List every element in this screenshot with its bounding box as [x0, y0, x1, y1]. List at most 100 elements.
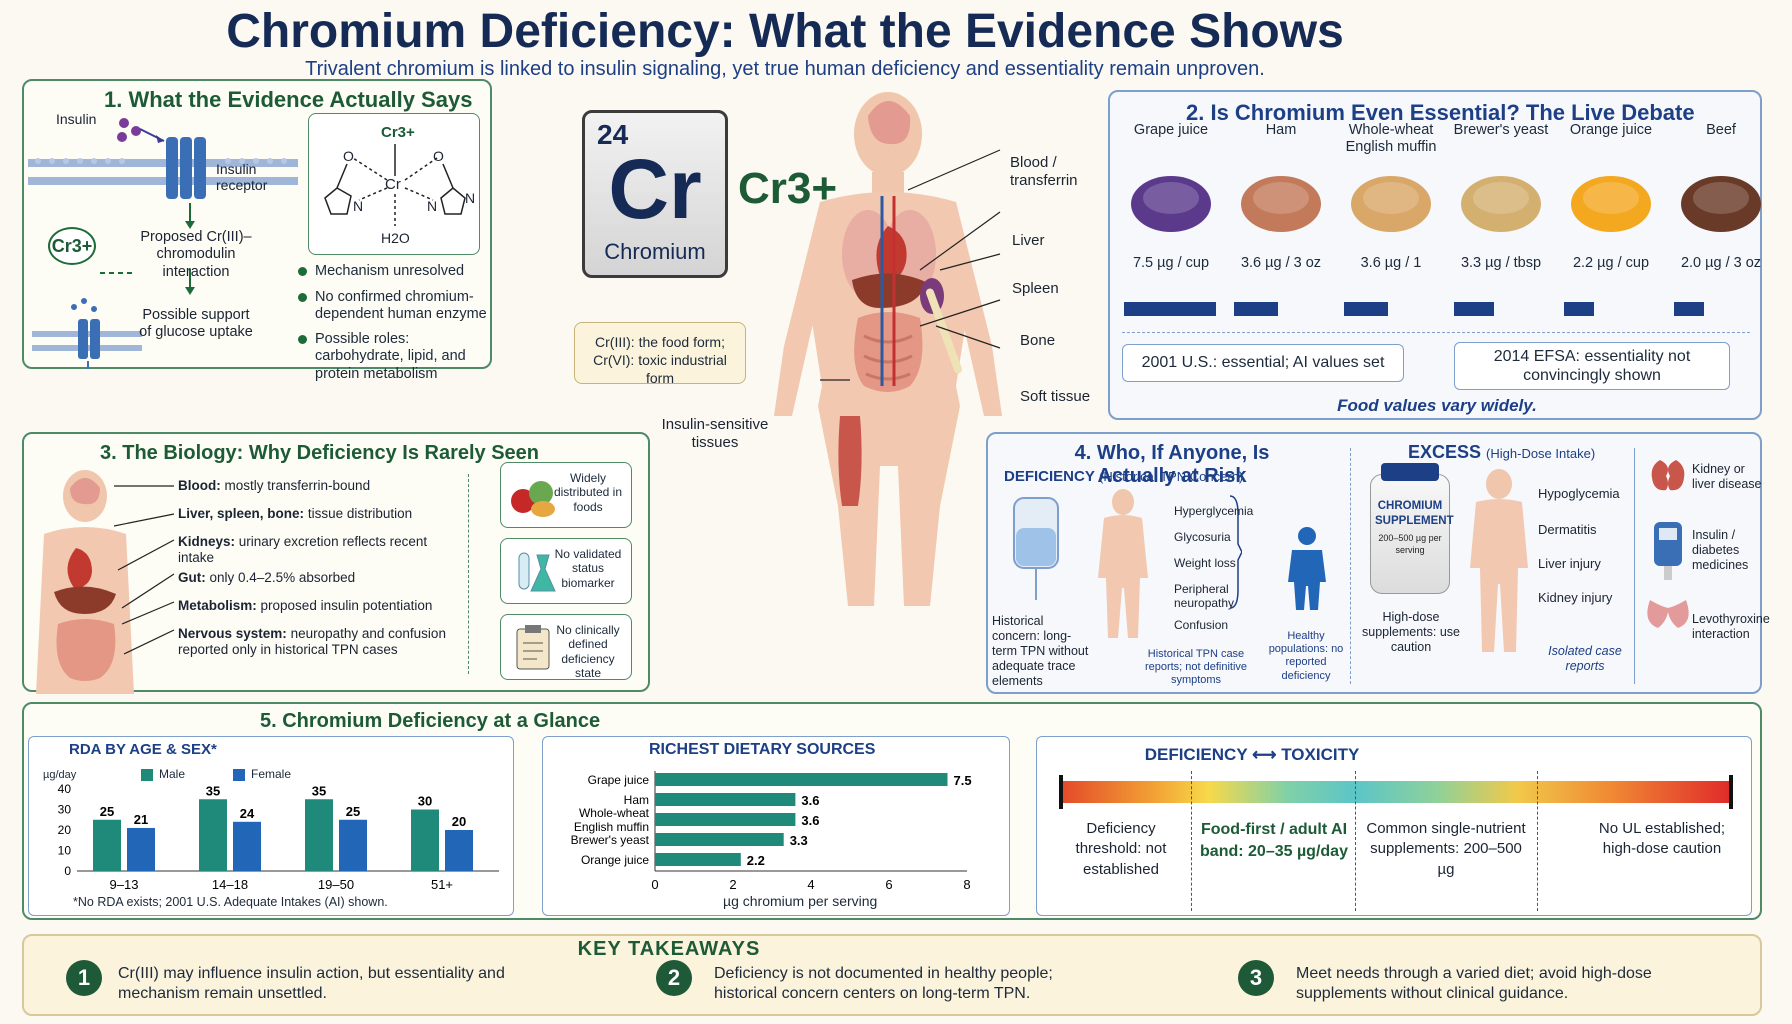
rda-value-label: 21 [134, 812, 148, 827]
glucose-meter-icon [1654, 522, 1682, 580]
element-forms: Cr(III): the food form; Cr(VI): toxic in… [574, 322, 746, 386]
biology-item-head: Metabolism: [178, 598, 257, 613]
page-subtitle: Trivalent chromium is linked to insulin … [305, 58, 1265, 80]
rda-value-label: 20 [452, 814, 466, 829]
food-name: Whole-wheat English muffin [1345, 122, 1437, 156]
risk-divider [1350, 448, 1351, 684]
bottle-line2: SUPPLEMENT [1375, 514, 1454, 527]
body-label-insulin-sensitive: Insulin-sensitive tissues [661, 416, 769, 451]
deficiency-heading-text: DEFICIENCY [1004, 468, 1095, 485]
complex-n2-label: N [427, 198, 438, 214]
risk-diabetes: Insulin / diabetes medicines [1692, 528, 1749, 572]
excess-symptom: Dermatitis [1538, 522, 1597, 537]
food-icon [1461, 176, 1541, 232]
kidney-icon [1651, 460, 1685, 491]
sources-category-label: English muffin [574, 820, 649, 834]
rda-bar-male [93, 819, 121, 871]
panel-biology-title: 3. The Biology: Why Deficiency Is Rarely… [100, 442, 540, 464]
excess-body-illustration [1470, 469, 1528, 652]
deficiency-heading: DEFICIENCY (Historical TPN Concern) [1004, 468, 1243, 485]
complex-water-label: H2O [381, 230, 410, 246]
takeaways-title: KEY TAKEAWAYS [577, 938, 761, 960]
sources-x-tick: 2 [729, 877, 736, 892]
healthy-person-icon [1288, 527, 1326, 610]
complex-n1-label: N [353, 198, 364, 214]
cr3-badge: Cr3+ [48, 227, 96, 265]
body-illustration [774, 92, 1002, 606]
biology-item-text: tissue distribution [307, 506, 413, 521]
food-name: Beef [1706, 122, 1736, 138]
body-label-soft-tissue: Soft tissue [1020, 388, 1091, 405]
case-note: Historical TPN case reports; not definit… [1144, 648, 1248, 687]
excess-symptom: Liver injury [1538, 556, 1601, 571]
sources-value-label: 3.6 [801, 793, 819, 808]
legend-female: Female [251, 767, 292, 781]
spectrum-divider-3 [1537, 771, 1538, 911]
panel-evidence-title: 1. What the Evidence Actually Says [104, 87, 473, 112]
risk-divider-2 [1634, 448, 1635, 684]
spectrum-title-right: TOXICITY [1281, 745, 1360, 764]
sources-value-label: 3.3 [790, 833, 808, 848]
food-value: 3.6 µg / 3 oz [1240, 255, 1322, 271]
evidence-bullet: Possible roles: carbohydrate, lipid, and… [298, 331, 490, 383]
sources-value-label: 2.2 [747, 853, 765, 868]
body-label-spleen: Spleen [1012, 280, 1059, 297]
us-position: 2001 U.S.: essential; AI values set [1122, 344, 1404, 382]
panel-risk-title: 4. Who, If Anyone, Is Actually at Risk [1052, 442, 1292, 488]
food-icon [1131, 176, 1211, 232]
legend-male: Male [159, 767, 186, 781]
spectrum-end-left [1059, 775, 1063, 809]
food-amount-bar [1234, 302, 1279, 316]
risk-levothyroxine: Levothyroxine interaction [1692, 612, 1770, 641]
spectrum-title: DEFICIENCY ⟷ TOXICITY [1037, 745, 1467, 765]
food-note: Food values vary widely. [1337, 396, 1537, 415]
sources-x-tick: 6 [885, 877, 892, 892]
thyroid-icon [1647, 600, 1689, 628]
isolated-note: Isolated case reports [1548, 644, 1622, 673]
bottle-label: CHROMIUM SUPPLEMENT 200–500 µg per servi… [1375, 499, 1454, 556]
rda-unit: µg/day [43, 769, 77, 781]
panel-risk: 4. Who, If Anyone, Is Actually at Risk D… [986, 432, 1770, 694]
rda-note: *No RDA exists; 2001 U.S. Adequate Intak… [73, 895, 388, 909]
takeaway-text: Cr(III) may influence insulin action, bu… [118, 965, 505, 1002]
sources-category-label: Brewer's yeast [571, 833, 650, 847]
body-label-bone: Bone [1020, 332, 1056, 349]
supplement-bottle: CHROMIUM SUPPLEMENT 200–500 µg per servi… [1370, 463, 1454, 594]
sources-bar [655, 853, 741, 866]
rda-title: RDA BY AGE & SEX* [69, 741, 217, 758]
rda-y-tick: 20 [58, 823, 72, 837]
biology-item-head: Blood: [178, 478, 221, 493]
element-number: 24 [597, 119, 629, 150]
spectrum-arrow: ⟷ [1252, 745, 1277, 764]
food-icon [1681, 176, 1761, 232]
sources-title: RICHEST DIETARY SOURCES [649, 741, 876, 758]
bottle-line1: CHROMIUM [1377, 500, 1443, 512]
body-leader-lines [820, 149, 1001, 381]
spectrum-zone-ul: No UL established; high-dose caution [1598, 820, 1726, 858]
biology-leader-lines [114, 485, 175, 655]
highdose-note: High-dose supplements: use caution [1362, 610, 1460, 654]
biology-divider [468, 474, 469, 674]
spectrum-end-right [1729, 775, 1733, 809]
spectrum-zone-food: Food-first / adult AI band: 20–35 µg/day [1200, 821, 1348, 860]
food-name: Ham [1265, 122, 1297, 138]
excess-symptom: Kidney injury [1538, 590, 1613, 605]
excess-symptom: Hypoglycemia [1538, 486, 1620, 501]
food-divider [1122, 332, 1750, 333]
rda-bar-female [127, 827, 155, 871]
panel-glance-title: 5. Chromium Deficiency at a Glance [260, 710, 601, 732]
food-icon [1241, 176, 1321, 232]
spectrum-zone-deficiency: Deficiency threshold: not established [1075, 820, 1167, 878]
fact-box-biomarker-label: No validated status biomarker [554, 547, 622, 590]
fact-box-biomarker: No validated status biomarker [500, 538, 632, 604]
food-amount-bar [1674, 302, 1704, 316]
sources-x-tick: 0 [651, 877, 658, 892]
insulin-label: Insulin [56, 111, 97, 127]
test-tube-icon [518, 552, 556, 592]
rda-bar-female [233, 821, 261, 871]
sources-bar [655, 773, 948, 786]
fruit-veg-icon [511, 481, 555, 517]
biology-item: Blood: mostly transferrin-bound [178, 478, 462, 494]
spectrum-title-left: DEFICIENCY [1144, 745, 1248, 764]
sources-xlabel: µg chromium per serving [723, 893, 878, 909]
